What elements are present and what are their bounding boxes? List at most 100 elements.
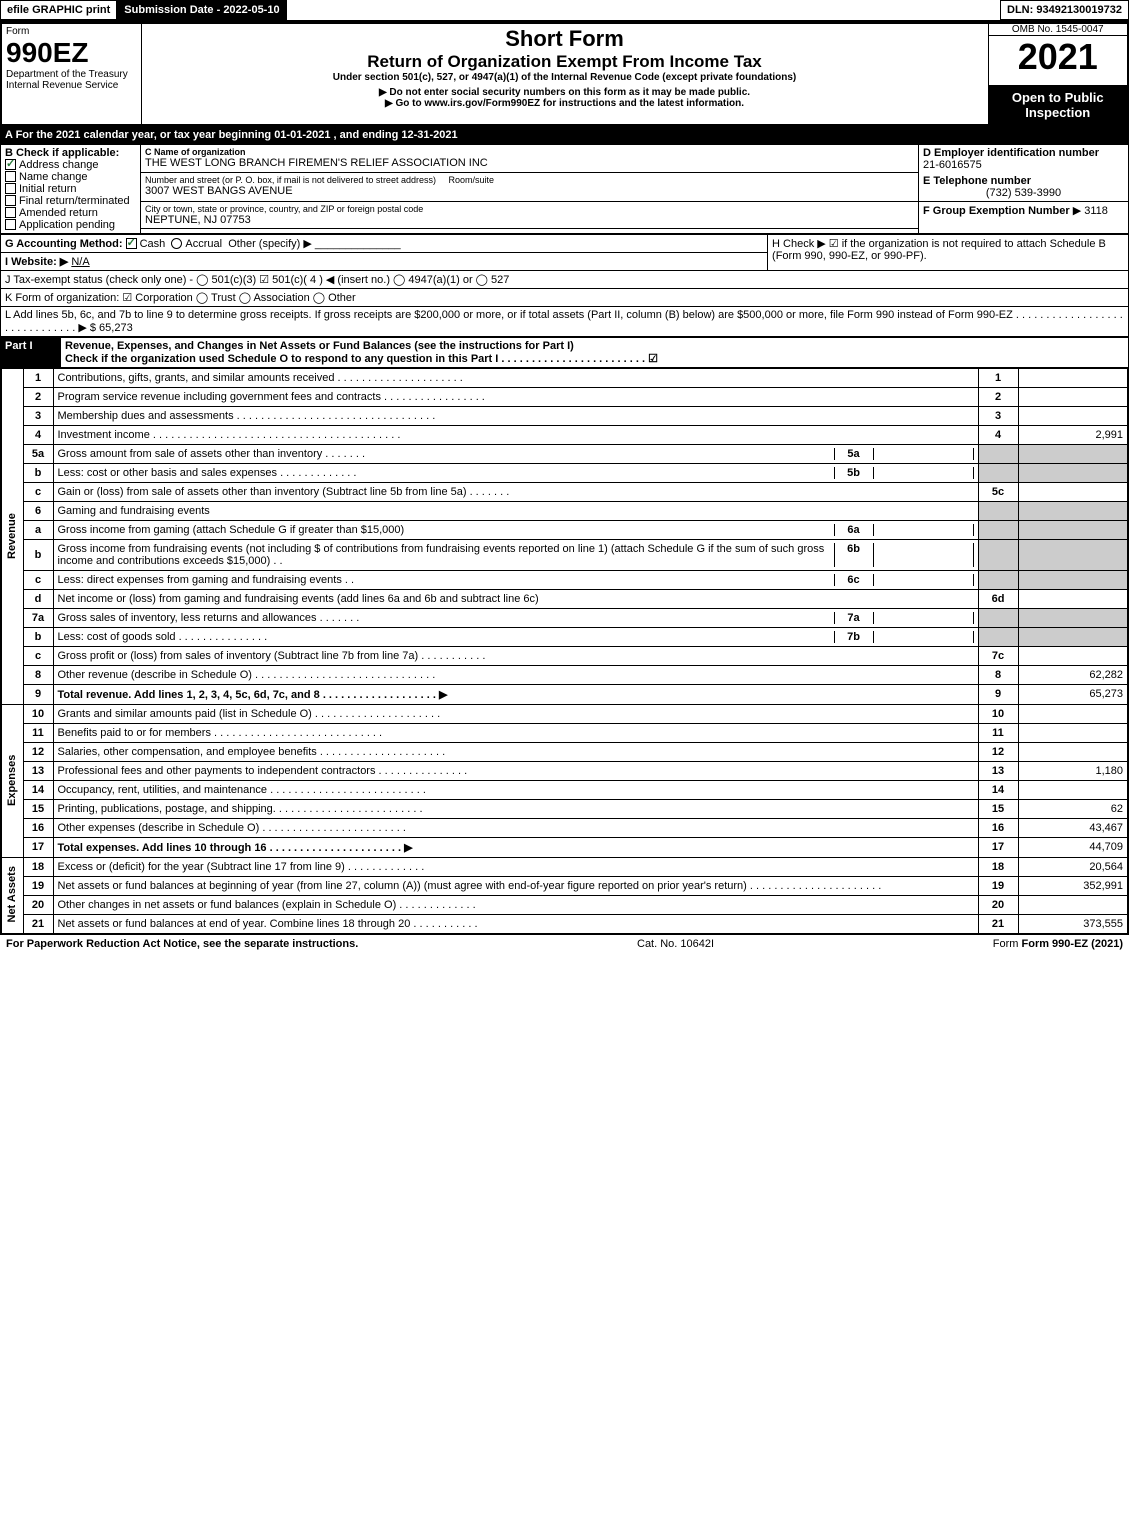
line-idx xyxy=(978,463,1018,482)
e-tel-lbl: E Telephone number xyxy=(923,175,1124,187)
line-amount: 20,564 xyxy=(1018,857,1128,876)
line-num: b xyxy=(23,463,53,482)
radio-icon[interactable] xyxy=(171,238,182,249)
line-amount: 62,282 xyxy=(1018,665,1128,684)
line-num: a xyxy=(23,520,53,539)
line-num: 13 xyxy=(23,761,53,780)
top-bar: efile GRAPHIC print Submission Date - 20… xyxy=(0,0,1129,22)
row-a: A For the 2021 calendar year, or tax yea… xyxy=(0,126,1129,144)
line-text: Less: cost or other basis and sales expe… xyxy=(53,463,978,482)
line-num: 8 xyxy=(23,665,53,684)
line-num: 6 xyxy=(23,501,53,520)
subtitle: Under section 501(c), 527, or 4947(a)(1)… xyxy=(146,72,984,83)
line-amount xyxy=(1018,482,1128,501)
title-short-form: Short Form xyxy=(146,26,984,52)
line-amount xyxy=(1018,742,1128,761)
line-amount: 65,273 xyxy=(1018,684,1128,704)
g-other: Other (specify) ▶ xyxy=(228,238,312,250)
line-text: Occupancy, rent, utilities, and maintena… xyxy=(53,780,978,799)
b-initial-return[interactable]: Initial return xyxy=(5,183,136,195)
dept: Department of the Treasury Internal Reve… xyxy=(6,69,137,91)
line-num: 19 xyxy=(23,876,53,895)
line-idx xyxy=(978,539,1018,570)
line-idx: 9 xyxy=(978,684,1018,704)
part-i-lbl: Part I xyxy=(1,337,61,367)
d-ein: 21-6016575 xyxy=(923,159,1124,171)
j-text: J Tax-exempt status (check only one) - ◯… xyxy=(1,270,1129,288)
line-num: 21 xyxy=(23,914,53,933)
line-text: Excess or (deficit) for the year (Subtra… xyxy=(53,857,978,876)
line-idx xyxy=(978,570,1018,589)
tax-year: 2021 xyxy=(989,36,1128,78)
line-text: Less: direct expenses from gaming and fu… xyxy=(53,570,978,589)
line-amount xyxy=(1018,589,1128,608)
line-num: 4 xyxy=(23,425,53,444)
b-amended[interactable]: Amended return xyxy=(5,207,136,219)
line-text: Professional fees and other payments to … xyxy=(53,761,978,780)
goto-note: ▶ Go to www.irs.gov/Form990EZ for instru… xyxy=(146,98,984,109)
line-idx: 10 xyxy=(978,704,1018,723)
open-public: Open to Public Inspection xyxy=(989,86,1128,124)
checkbox-icon[interactable] xyxy=(5,207,16,218)
b-final-return[interactable]: Final return/terminated xyxy=(5,195,136,207)
dln: DLN: 93492130019732 xyxy=(1000,0,1129,20)
c-addr-lbl: Number and street (or P. O. box, if mail… xyxy=(145,175,914,185)
line-text: Other changes in net assets or fund bala… xyxy=(53,895,978,914)
line-idx: 7c xyxy=(978,646,1018,665)
line-text: Other revenue (describe in Schedule O) .… xyxy=(53,665,978,684)
line-text: Gain or (loss) from sale of assets other… xyxy=(53,482,978,501)
org-name: THE WEST LONG BRANCH FIREMEN'S RELIEF AS… xyxy=(145,157,914,169)
line-num: 18 xyxy=(23,857,53,876)
footer-mid: Cat. No. 10642I xyxy=(637,938,714,950)
b-name-change[interactable]: Name change xyxy=(5,171,136,183)
line-amount: 43,467 xyxy=(1018,818,1128,837)
line-idx: 3 xyxy=(978,406,1018,425)
line-amount: 1,180 xyxy=(1018,761,1128,780)
line-text: Investment income . . . . . . . . . . . … xyxy=(53,425,978,444)
checkbox-icon[interactable] xyxy=(5,195,16,206)
line-num: c xyxy=(23,646,53,665)
line-text: Grants and similar amounts paid (list in… xyxy=(53,704,978,723)
part-i-title: Revenue, Expenses, and Changes in Net As… xyxy=(65,340,574,352)
part-i-table: Revenue1Contributions, gifts, grants, an… xyxy=(0,368,1129,933)
line-text: Other expenses (describe in Schedule O) … xyxy=(53,818,978,837)
line-amount: 44,709 xyxy=(1018,837,1128,857)
form-number: 990EZ xyxy=(6,37,137,69)
line-amount xyxy=(1018,520,1128,539)
line-amount xyxy=(1018,463,1128,482)
e-tel: (732) 539-3990 xyxy=(923,187,1124,199)
line-text: Benefits paid to or for members . . . . … xyxy=(53,723,978,742)
line-num: 2 xyxy=(23,387,53,406)
line-idx: 18 xyxy=(978,857,1018,876)
line-amount xyxy=(1018,444,1128,463)
efile-print[interactable]: efile GRAPHIC print xyxy=(0,0,117,20)
line-amount xyxy=(1018,704,1128,723)
line-amount xyxy=(1018,501,1128,520)
section-label: Net Assets xyxy=(1,857,23,933)
page-footer: For Paperwork Reduction Act Notice, see … xyxy=(0,933,1129,953)
d-ein-lbl: D Employer identification number xyxy=(923,147,1124,159)
g-accrual: Accrual xyxy=(185,238,222,250)
checkbox-icon[interactable] xyxy=(5,159,16,170)
line-text: Gross income from fundraising events (no… xyxy=(53,539,978,570)
line-text: Total revenue. Add lines 1, 2, 3, 4, 5c,… xyxy=(53,684,978,704)
b-label: B Check if applicable: xyxy=(5,147,136,159)
line-amount: 2,991 xyxy=(1018,425,1128,444)
title-return: Return of Organization Exempt From Incom… xyxy=(146,52,984,72)
f-val: ▶ 3118 xyxy=(1073,205,1108,217)
b-address-change[interactable]: Address change xyxy=(5,159,136,171)
line-num: c xyxy=(23,570,53,589)
checkbox-icon[interactable] xyxy=(126,238,137,249)
line-idx: 1 xyxy=(978,368,1018,387)
bcdef-block: B Check if applicable: Address change Na… xyxy=(0,144,1129,234)
line-amount xyxy=(1018,608,1128,627)
h-text: H Check ▶ ☑ if the organization is not r… xyxy=(768,234,1129,270)
g-cash: Cash xyxy=(140,238,166,250)
line-amount xyxy=(1018,570,1128,589)
line-idx: 11 xyxy=(978,723,1018,742)
b-pending[interactable]: Application pending xyxy=(5,219,136,231)
checkbox-icon[interactable] xyxy=(5,171,16,182)
line-text: Gross income from gaming (attach Schedul… xyxy=(53,520,978,539)
checkbox-icon[interactable] xyxy=(5,219,16,230)
checkbox-icon[interactable] xyxy=(5,183,16,194)
